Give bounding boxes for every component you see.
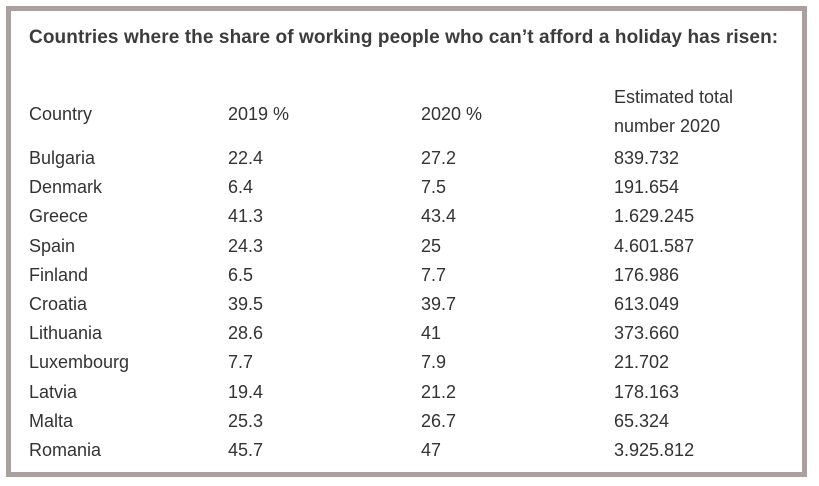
table-title: Countries where the share of working peo… (29, 27, 779, 48)
cell-country: Finland (29, 264, 89, 285)
cell-estimated-total: 373.660 (614, 323, 680, 344)
cell-2020-percent: 26.7 (421, 410, 457, 431)
cell-2020-percent: 41 (421, 323, 442, 344)
cell-estimated-total: 3.925.812 (614, 440, 695, 460)
cell-estimated-total: 178.163 (614, 381, 680, 402)
cell-country: Spain (29, 235, 76, 256)
cell-2019-percent: 6.5 (228, 264, 254, 285)
cell-2019-percent: 45.7 (228, 440, 264, 460)
cell-2020-percent: 25 (421, 235, 442, 256)
cell-estimated-total: 176.986 (614, 264, 680, 285)
cell-country: Romania (29, 440, 102, 460)
cell-country: Malta (29, 410, 74, 431)
cell-2019-percent: 22.4 (228, 148, 264, 168)
cell-2019-percent: 7.7 (228, 352, 254, 373)
cell-2020-percent: 43.4 (421, 206, 457, 227)
table-frame: Countries where the share of working peo… (6, 6, 807, 477)
cell-2019-percent: 39.5 (228, 294, 264, 314)
cell-estimated-total: 613.049 (614, 294, 680, 314)
cell-2020-percent: 39.7 (421, 294, 457, 314)
cell-country: Greece (29, 206, 89, 227)
cell-2020-percent: 7.9 (421, 352, 447, 373)
column-header-estimated-total: Estimated total number 2020 (614, 87, 734, 136)
cell-2019-percent: 19.4 (228, 381, 264, 402)
cell-country: Luxembourg (29, 352, 130, 373)
cell-2019-percent: 28.6 (228, 323, 264, 344)
cell-2020-percent: 7.7 (421, 264, 447, 285)
cell-2020-percent: 7.5 (421, 177, 447, 198)
cell-country: Bulgaria (29, 148, 96, 168)
cell-country: Croatia (29, 294, 88, 314)
cell-estimated-total: 191.654 (614, 177, 680, 198)
cell-2019-percent: 25.3 (228, 410, 264, 431)
column-header-country: Country (29, 104, 93, 124)
column-header-2019: 2019 % (228, 104, 290, 124)
cell-2020-percent: 47 (421, 440, 442, 460)
column-header-2020: 2020 % (421, 104, 483, 124)
cell-estimated-total: 1.629.245 (614, 206, 695, 227)
cell-country: Lithuania (29, 323, 103, 344)
cell-country: Denmark (29, 177, 103, 198)
cell-estimated-total: 21.702 (614, 352, 670, 373)
cell-2019-percent: 6.4 (228, 177, 254, 198)
cell-estimated-total: 65.324 (614, 410, 670, 431)
cell-2019-percent: 24.3 (228, 235, 264, 256)
cell-2019-percent: 41.3 (228, 206, 264, 227)
cell-2020-percent: 27.2 (421, 148, 457, 168)
cell-2020-percent: 21.2 (421, 381, 457, 402)
cell-estimated-total: 839.732 (614, 148, 680, 168)
cell-estimated-total: 4.601.587 (614, 235, 695, 256)
cell-country: Latvia (29, 381, 78, 402)
